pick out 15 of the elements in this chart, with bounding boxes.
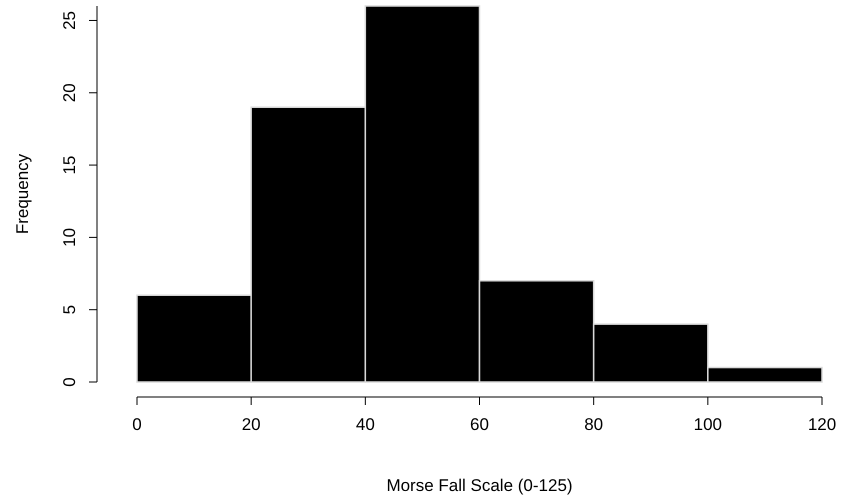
y-tick-label: 10 (60, 228, 79, 247)
y-tick-label: 20 (60, 83, 79, 102)
x-tick-label: 0 (132, 415, 142, 434)
y-tick-label: 15 (60, 156, 79, 175)
y-tick-label: 5 (60, 304, 79, 314)
x-tick-label: 60 (470, 415, 489, 434)
x-tick-label: 20 (242, 415, 261, 434)
x-tick-label: 120 (808, 415, 836, 434)
y-tick-label: 0 (60, 377, 79, 387)
x-tick-label: 100 (694, 415, 722, 434)
x-tick-label: 80 (584, 415, 604, 434)
y-axis-title: Frequency (13, 153, 32, 234)
y-tick-label: 25 (60, 11, 79, 30)
x-tick-label: 40 (356, 415, 375, 434)
x-axis-title: Morse Fall Scale (0-125) (386, 476, 573, 495)
